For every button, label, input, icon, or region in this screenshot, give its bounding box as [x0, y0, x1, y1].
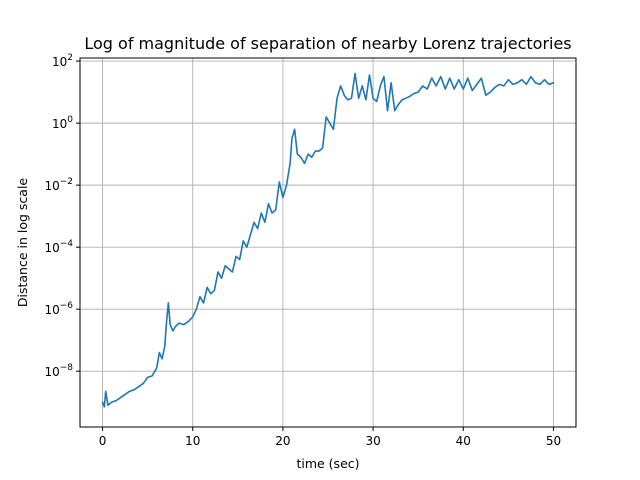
y-tick-label: 10−4: [44, 239, 73, 255]
y-tick-base: 10: [44, 241, 59, 255]
plot-area: [101, 72, 555, 408]
y-tick-base: 10: [52, 117, 67, 131]
y-axis-label: Distance in log scale: [15, 178, 30, 308]
y-tick-exponent: 0: [67, 115, 73, 125]
series-line-separation: [101, 72, 555, 408]
y-tick-label: 10−6: [44, 301, 73, 317]
x-tick-label: 0: [99, 434, 107, 448]
x-tick-label: 20: [275, 434, 290, 448]
y-tick-exponent: −2: [60, 177, 73, 187]
y-tick-label: 100: [52, 115, 73, 131]
y-tick-exponent: −6: [60, 301, 74, 311]
y-tick-base: 10: [44, 303, 59, 317]
y-tick-exponent: −4: [60, 239, 74, 249]
x-tick-label: 40: [456, 434, 471, 448]
y-tick-base: 10: [44, 179, 59, 193]
x-tick-label: 50: [546, 434, 561, 448]
x-tick-label: 30: [365, 434, 380, 448]
x-tick-label: 10: [185, 434, 200, 448]
y-tick-exponent: −8: [60, 363, 74, 373]
grid-lines: [80, 58, 576, 427]
axes-frame: [79, 57, 577, 428]
x-axis-label: time (sec): [296, 456, 359, 471]
y-tick-label: 10−8: [44, 363, 73, 379]
y-tick-base: 10: [52, 55, 67, 69]
y-tick-base: 10: [44, 365, 59, 379]
chart-title: Log of magnitude of separation of nearby…: [84, 34, 571, 53]
y-tick-exponent: 2: [67, 53, 73, 63]
y-tick-label: 10−2: [44, 177, 73, 193]
y-tick-label: 102: [52, 53, 73, 69]
